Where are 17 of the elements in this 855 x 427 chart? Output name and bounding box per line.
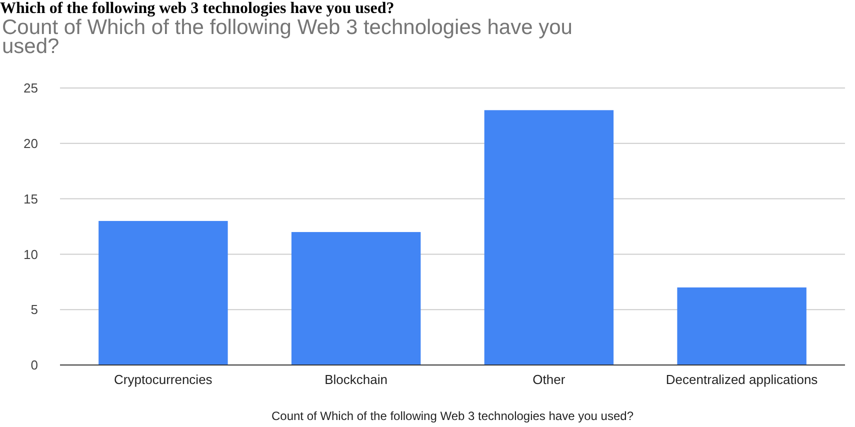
y-tick-label: 10 xyxy=(24,246,38,262)
chart-subtitle: Count of Which of the following Web 3 technologies have you used? xyxy=(2,16,572,58)
bar xyxy=(98,220,228,365)
chart-title: Which of the following web 3 technologies have you used? xyxy=(0,0,394,17)
y-tick-label: 0 xyxy=(30,358,38,373)
y-tick-label: 5 xyxy=(30,302,38,318)
y-tick-label: 25 xyxy=(24,80,38,96)
y-tick-label: 15 xyxy=(24,191,38,206)
x-tick-label: Other xyxy=(532,372,566,387)
x-tick-label: Decentralized applications xyxy=(666,372,818,387)
y-tick-label: 20 xyxy=(24,136,38,151)
x-tick-label: Blockchain xyxy=(324,372,388,387)
bar xyxy=(677,287,806,365)
x-tick-label: Cryptocurrencies xyxy=(114,372,213,387)
x-axis-title: Count of Which of the following Web 3 technologies have you used? xyxy=(271,409,634,423)
bar xyxy=(291,232,421,365)
bar xyxy=(484,110,614,365)
